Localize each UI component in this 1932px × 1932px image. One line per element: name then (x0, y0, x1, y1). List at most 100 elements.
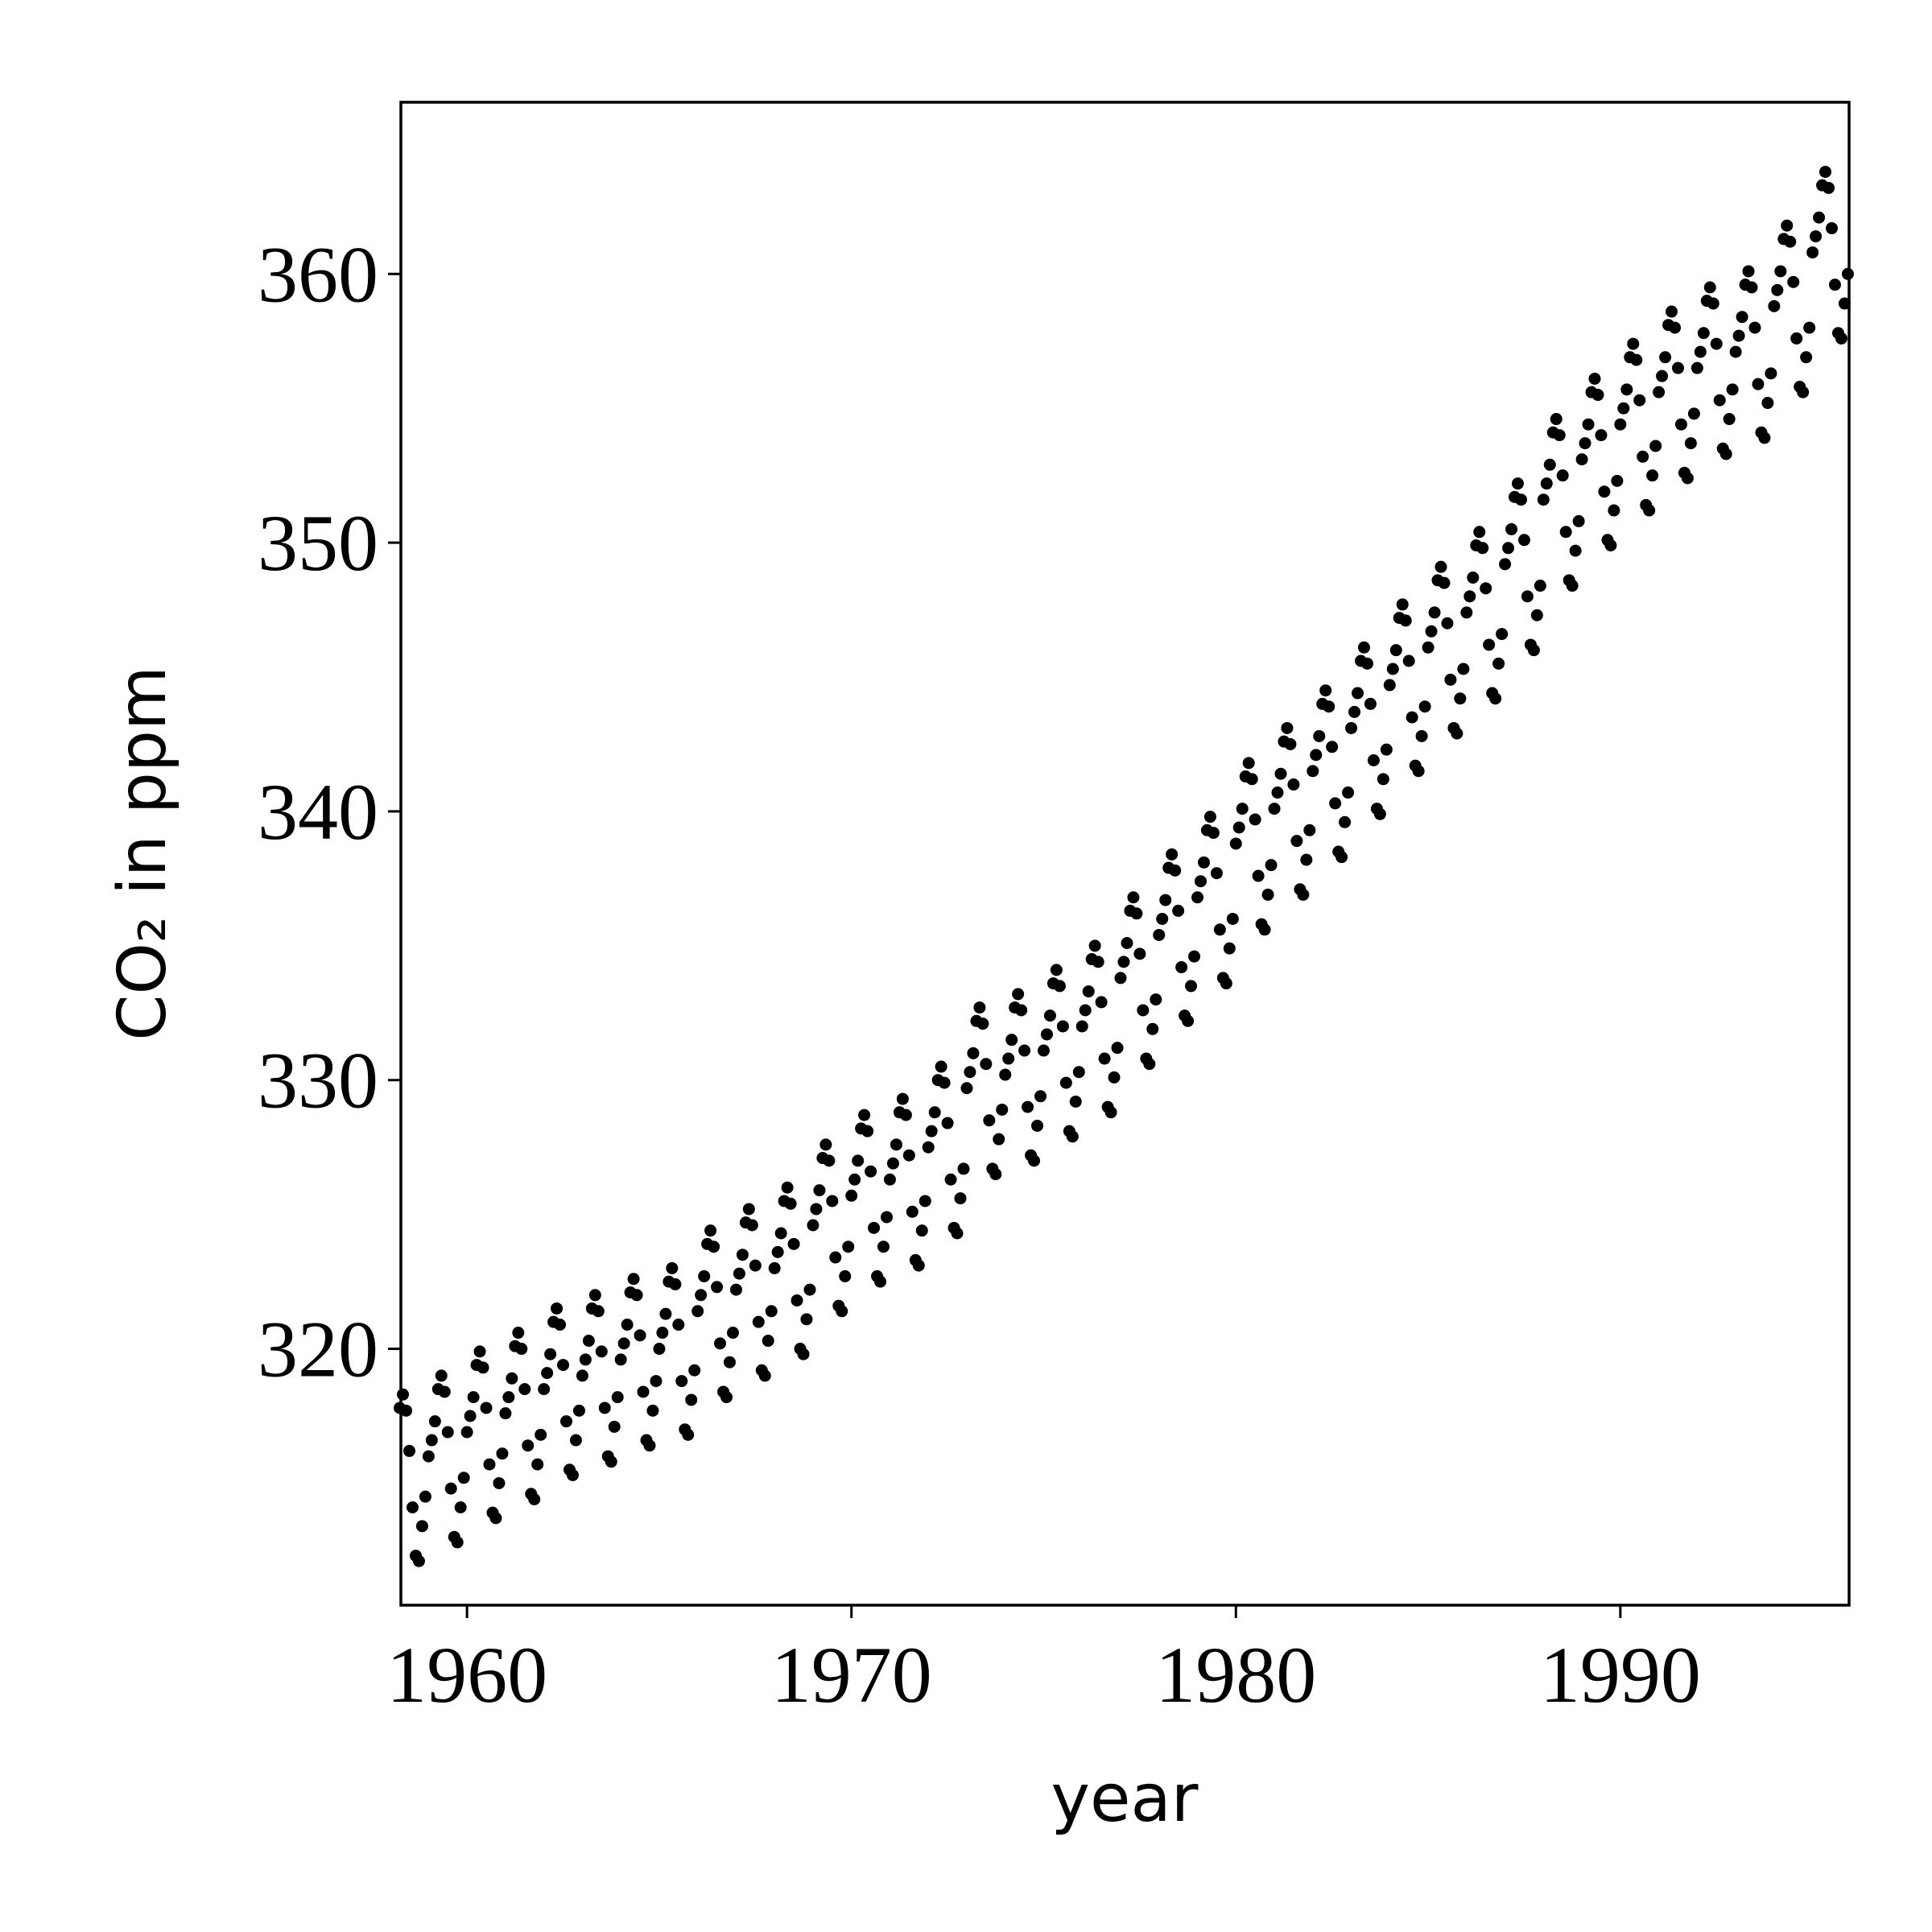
point (848, 1173, 861, 1186)
point (1810, 230, 1823, 243)
point (807, 1219, 819, 1232)
point (1473, 526, 1486, 539)
point (1511, 477, 1524, 490)
point (691, 1305, 704, 1318)
point (1761, 397, 1774, 410)
point (1614, 418, 1627, 431)
point (967, 1046, 980, 1059)
y-tick-label: 360 (258, 229, 378, 319)
point (1828, 279, 1841, 291)
point (559, 1415, 572, 1428)
point (473, 1345, 486, 1358)
point (1823, 181, 1835, 194)
point (569, 1434, 582, 1447)
point (1406, 711, 1418, 724)
point (1790, 332, 1803, 345)
point (576, 1369, 588, 1382)
point (1758, 431, 1771, 444)
point (1210, 867, 1223, 880)
point (1591, 389, 1604, 402)
point (682, 1428, 695, 1441)
point (454, 1501, 467, 1513)
y-axis-label: CO₂ in ppm (105, 666, 181, 1041)
point (1514, 493, 1527, 506)
point (643, 1439, 656, 1452)
point (1771, 283, 1784, 296)
point (1797, 386, 1810, 398)
point (839, 1269, 852, 1282)
point (919, 1195, 931, 1208)
point (1342, 786, 1355, 799)
point (669, 1278, 682, 1290)
point (538, 1383, 551, 1396)
point (800, 1313, 813, 1326)
point (406, 1501, 419, 1513)
point (845, 1189, 858, 1202)
point (1534, 580, 1546, 592)
point (842, 1241, 855, 1253)
point (522, 1439, 535, 1452)
point (803, 1283, 816, 1296)
point (1604, 539, 1617, 551)
point (1313, 729, 1326, 742)
point (928, 1106, 941, 1119)
point (675, 1375, 688, 1388)
point (438, 1385, 451, 1398)
point (1092, 956, 1104, 968)
point (1226, 912, 1239, 925)
point (1480, 582, 1492, 595)
point (729, 1283, 742, 1296)
point (1530, 609, 1543, 621)
point (1666, 305, 1678, 318)
point (1671, 361, 1684, 374)
point (1649, 440, 1662, 452)
point (1232, 821, 1245, 834)
point (422, 1450, 435, 1463)
point (1537, 493, 1550, 506)
point (1357, 641, 1370, 654)
point (912, 1259, 925, 1272)
point (1053, 980, 1066, 993)
point (1457, 663, 1470, 675)
point (1402, 654, 1415, 667)
point (595, 1345, 608, 1358)
point (400, 1404, 413, 1417)
point (1396, 598, 1409, 611)
x-tick-label: 1980 (1155, 1630, 1316, 1719)
point (720, 1391, 733, 1404)
point (1598, 485, 1611, 498)
point (752, 1315, 765, 1328)
point (960, 1082, 973, 1095)
y-tick-label: 320 (258, 1305, 378, 1394)
point (653, 1343, 666, 1356)
point (736, 1249, 749, 1261)
point (1467, 572, 1480, 584)
point (861, 1125, 874, 1137)
point (813, 1184, 826, 1197)
point (1352, 687, 1364, 700)
point (1784, 235, 1797, 248)
point (1037, 1044, 1050, 1057)
point (708, 1241, 720, 1253)
point (1441, 617, 1454, 630)
point (1002, 1052, 1015, 1065)
point (1185, 980, 1198, 993)
point (915, 1224, 928, 1237)
point (1261, 888, 1274, 901)
point (1428, 606, 1441, 619)
point (531, 1458, 544, 1471)
point (1194, 875, 1207, 888)
point (1681, 472, 1694, 485)
point (1826, 222, 1839, 235)
point (1018, 1044, 1031, 1057)
point (996, 1103, 1009, 1116)
point (512, 1327, 525, 1340)
point (999, 1068, 1012, 1081)
point (592, 1305, 605, 1318)
point (877, 1241, 890, 1253)
point (976, 1018, 989, 1030)
point (1022, 1100, 1034, 1113)
point (771, 1245, 784, 1258)
x-tick-label: 1970 (771, 1630, 932, 1719)
